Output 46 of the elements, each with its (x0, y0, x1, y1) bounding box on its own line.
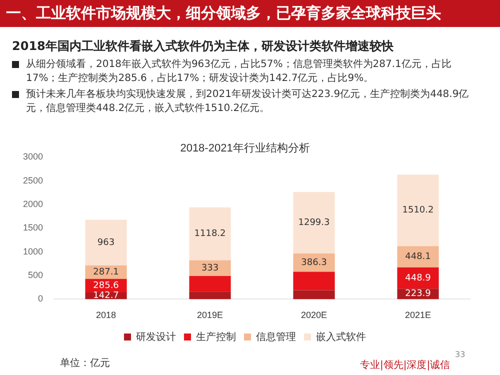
y-tick-label: 2000 (22, 199, 44, 210)
bar (397, 267, 439, 289)
text: 单位：亿元 (60, 356, 110, 370)
bar (293, 192, 335, 254)
data-label: 1510.2 (402, 206, 434, 216)
x-tick-label: 2018 (96, 310, 116, 320)
y-tick-label: 1000 (22, 246, 44, 256)
bar (397, 246, 439, 268)
bar (293, 272, 335, 290)
bar (189, 260, 231, 276)
bar (397, 174, 439, 246)
text: 预计未来几年各板块均实现快速发展，到2021年研发设计类可达223.9亿元，生产控制类为448.9亿元，信息管理类448.2亿元，嵌入式软件1510.2亿元。 (25, 88, 470, 116)
data-label: 285.6 (93, 281, 120, 292)
text: 专业|领先|深度|诚信 (360, 358, 450, 372)
data-label: 333 (201, 263, 219, 274)
bar (189, 276, 231, 292)
chart-title: 2018-2021年行业结构分析 (180, 142, 310, 155)
text: 33 (455, 350, 466, 359)
y-tick-label: 0 (38, 294, 44, 304)
data-label: 448.1 (405, 252, 431, 262)
y-tick-label: 3000 (22, 152, 44, 162)
data-label: 142.7 (93, 291, 119, 302)
legend-label: 生产控制 (196, 330, 236, 343)
bar (85, 220, 127, 266)
x-tick-label: 2020E (300, 310, 328, 320)
x-tick-label: 2019E (197, 310, 224, 320)
y-tick-label: 1500 (22, 222, 44, 233)
bar (189, 292, 231, 300)
legend-label: 嵌入式软件 (316, 330, 366, 343)
data-label: 287.1 (93, 267, 119, 278)
data-label: 1299.3 (298, 218, 330, 228)
text: 2018年国内工业软件看嵌入式软件仍为主体，研发设计类软件增速较快 (12, 38, 394, 55)
y-tick-label: 500 (28, 270, 44, 280)
bar (189, 207, 231, 260)
data-label: 448.9 (405, 273, 432, 284)
x-tick-label: 2021E (404, 310, 432, 320)
data-label: 386.3 (301, 258, 327, 268)
data-label: 223.9 (405, 289, 432, 300)
text: 一、工业软件市场规模大，细分领域多，已孕育多家全球科技巨头 (0, 0, 500, 27)
text: 从细分领域看，2018年嵌入式软件为963亿元，占比57%；信息管理类软件为287.1亿元，占比17%；生产控制类为285.6，占比17%；研发设计类为142.7亿元，占比9%。 (25, 58, 452, 86)
data-label: 963 (97, 238, 115, 248)
legend-label: 研发设计 (136, 330, 176, 343)
legend-label: 信息管理 (256, 330, 296, 343)
bar (293, 290, 335, 300)
y-tick-label: 2500 (22, 175, 44, 186)
data-label: 1118.2 (194, 229, 226, 240)
